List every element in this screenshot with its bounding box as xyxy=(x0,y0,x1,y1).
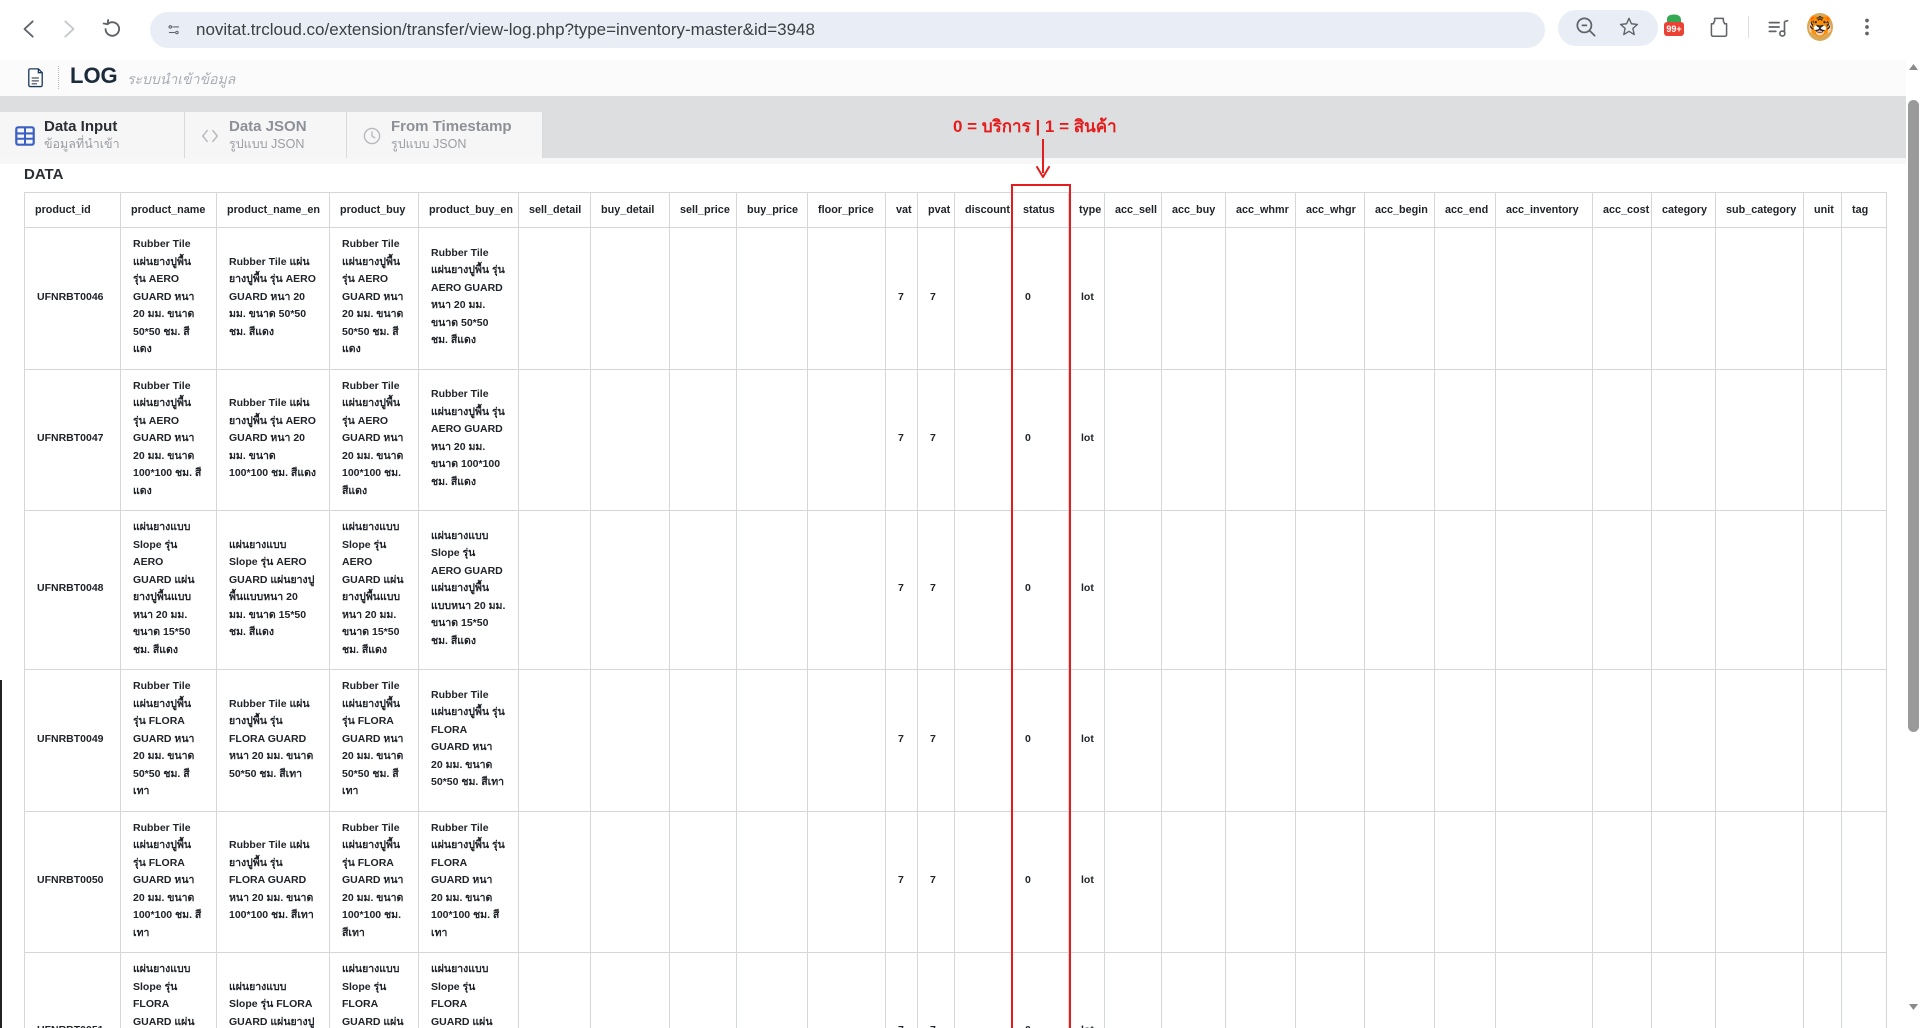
svg-text:99+: 99+ xyxy=(1666,24,1681,34)
